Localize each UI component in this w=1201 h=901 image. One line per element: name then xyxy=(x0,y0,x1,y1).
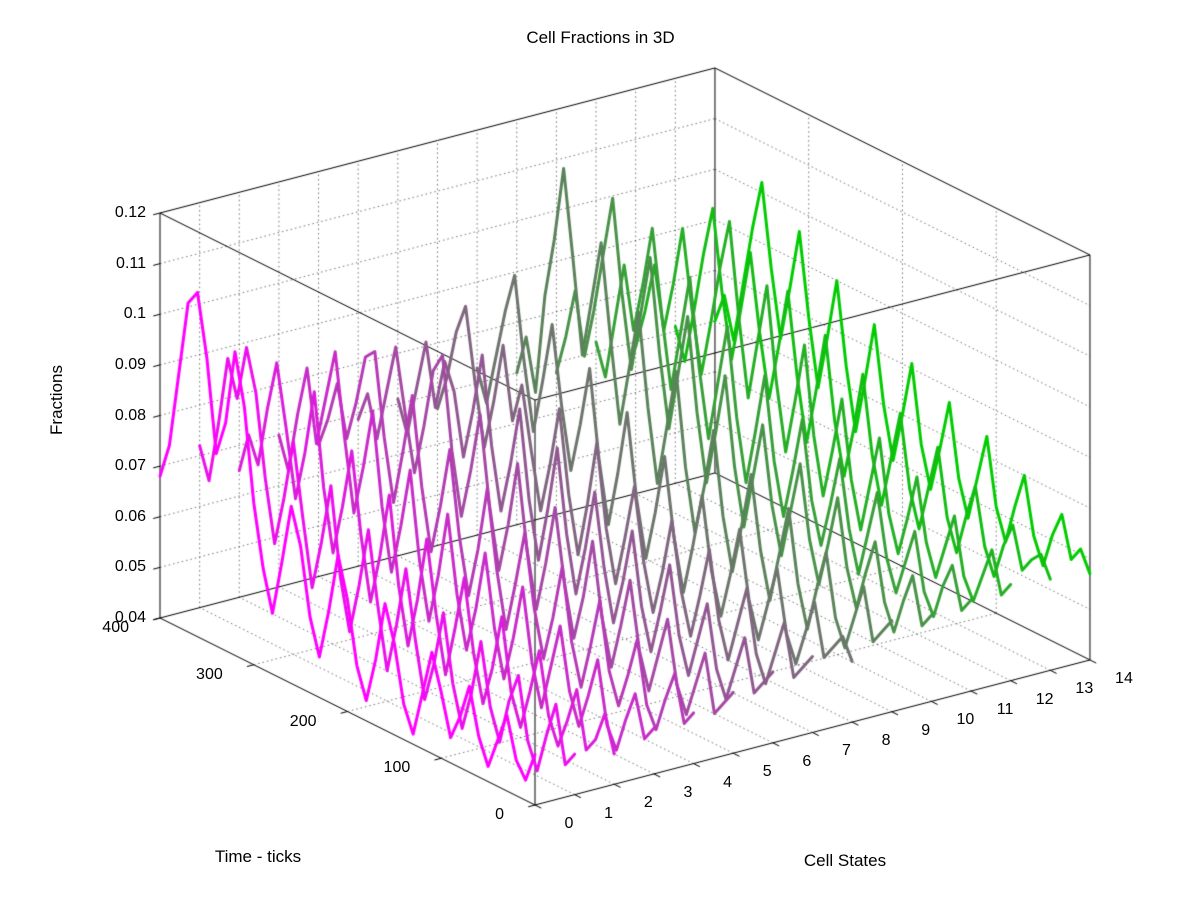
x-tick-label: 8 xyxy=(881,732,891,750)
z-tick-label: 0.04 xyxy=(114,609,146,626)
z-axis-label: Fractions xyxy=(47,365,66,435)
y-tick-label: 300 xyxy=(196,665,223,683)
z-tick-label: 0.07 xyxy=(114,457,146,475)
z-tick-label: 0.09 xyxy=(114,355,146,373)
z-tick-label: 0.05 xyxy=(114,558,146,576)
y-tick-label: 100 xyxy=(383,759,411,777)
y-tick-label: 400 xyxy=(102,619,129,636)
y-tick-label: 200 xyxy=(289,712,317,730)
z-tick-label: 0.08 xyxy=(114,406,146,424)
z-tick-label: 0.06 xyxy=(114,507,146,525)
x-tick-label: 14 xyxy=(1115,669,1133,687)
z-tick-label: 0.11 xyxy=(116,254,146,272)
x-tick-label: 10 xyxy=(956,711,975,729)
x-tick-label: 7 xyxy=(842,742,851,760)
chart-title: Cell Fractions in 3D xyxy=(526,28,675,47)
x-tick-label: 12 xyxy=(1035,690,1054,708)
y-axis-label: Time - ticks xyxy=(214,847,302,866)
x-tick-label: 4 xyxy=(723,773,732,791)
x-axis-label: Cell States xyxy=(803,851,887,870)
z-tick-label: 0.1 xyxy=(123,305,146,323)
x-tick-label: 6 xyxy=(802,752,812,770)
x-tick-label: 9 xyxy=(921,721,931,739)
x-tick-label: 11 xyxy=(996,701,1014,719)
x-tick-label: 2 xyxy=(643,794,653,812)
x-tick-label: 1 xyxy=(604,804,614,822)
x-tick-label: 3 xyxy=(683,783,693,801)
x-tick-label: 5 xyxy=(762,763,772,781)
y-tick-label: 0 xyxy=(495,806,504,823)
x-tick-label: 0 xyxy=(564,815,574,832)
x-tick-label: 13 xyxy=(1075,680,1094,698)
z-tick-label: 0.12 xyxy=(114,204,146,221)
